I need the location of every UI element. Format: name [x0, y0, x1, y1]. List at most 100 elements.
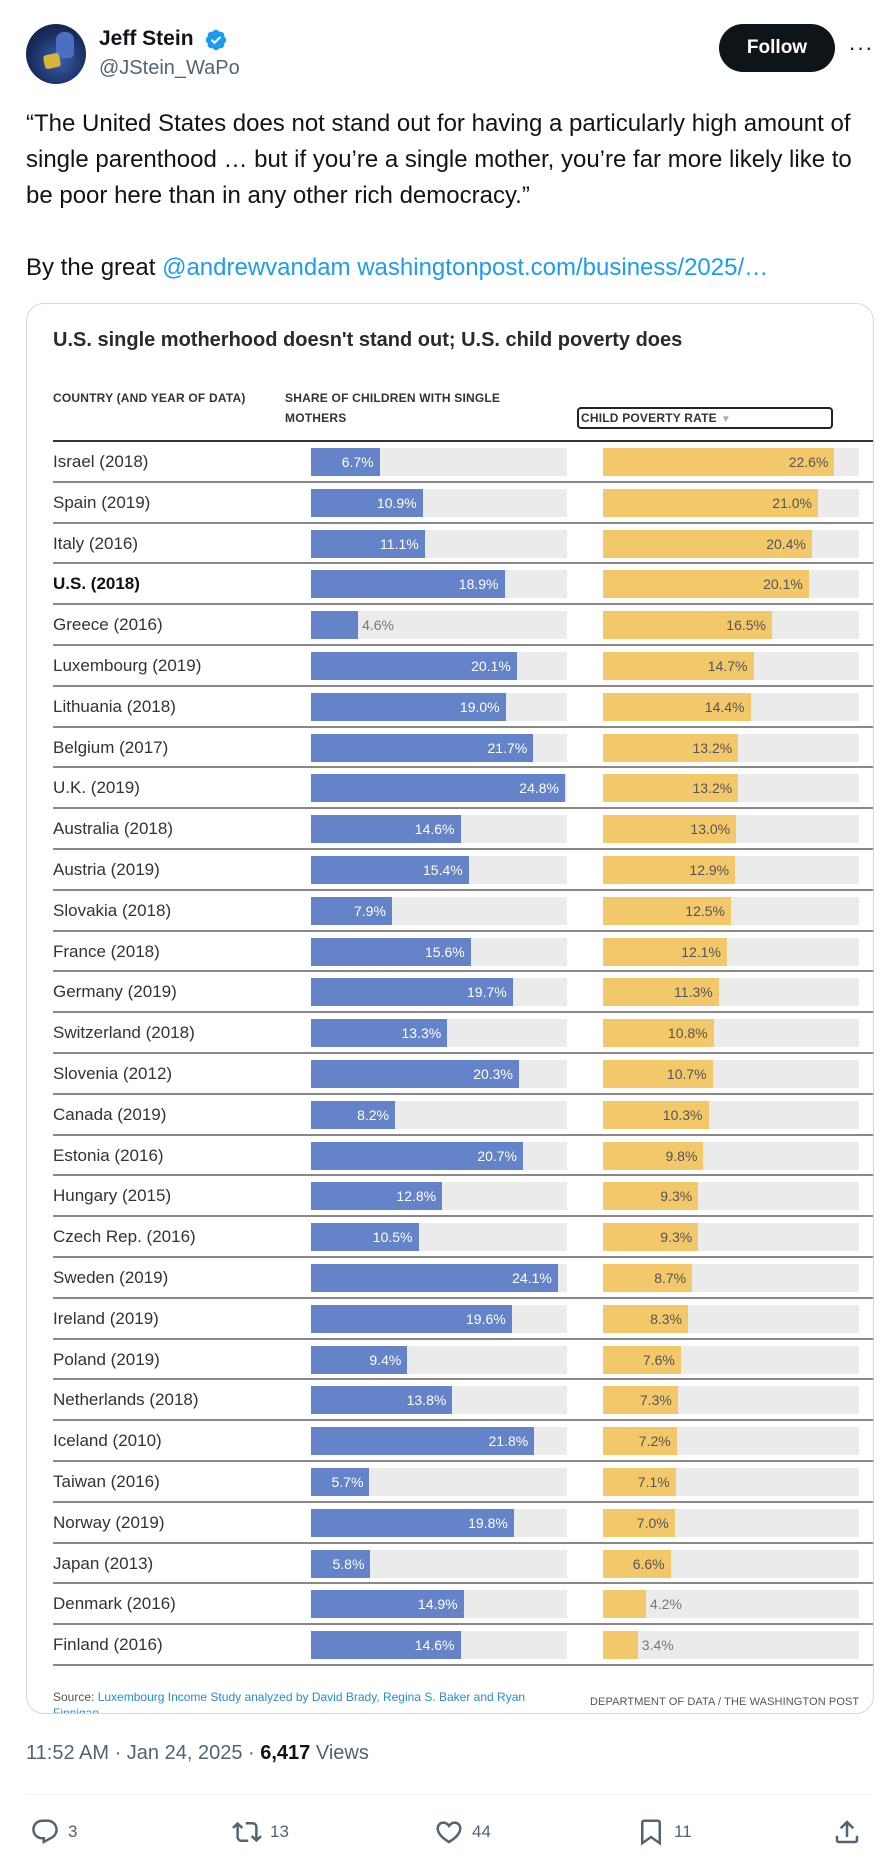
bookmark-button[interactable]: 11 [636, 1812, 692, 1852]
child-poverty-track: 10.7% [603, 1060, 859, 1088]
table-row[interactable]: Hungary (2015) 12.8% 9.3% [53, 1176, 873, 1218]
single-mothers-value: 14.6% [414, 1637, 455, 1654]
single-mothers-value: 19.6% [466, 1310, 506, 1327]
table-row[interactable]: Ireland (2019) 19.6% 8.3% [53, 1299, 873, 1340]
child-poverty-value: 21.0% [772, 494, 812, 511]
child-poverty-track: 3.4% [603, 1631, 859, 1660]
child-poverty-value: 9.3% [660, 1229, 693, 1246]
table-row[interactable]: Denmark (2016) 14.9% 4.2% [53, 1584, 873, 1626]
single-mothers-track: 8.2% [311, 1100, 567, 1129]
table-row[interactable]: Taiwan (2016) 5.7% 7.1% [53, 1462, 873, 1503]
table-row[interactable]: Belgium (2017) 21.7% 13.2% [53, 728, 873, 769]
table-row[interactable]: Norway (2019) 19.8% 7.0% [53, 1503, 873, 1544]
table-row[interactable]: Poland (2019) 9.4% 7.6% [53, 1340, 873, 1381]
single-mothers-value: 14.6% [414, 821, 455, 838]
share-button[interactable] [832, 1812, 862, 1852]
single-mothers-track: 14.9% [311, 1590, 567, 1619]
single-mothers-value: 20.3% [473, 1066, 513, 1082]
table-row[interactable]: U.K. (2019) 24.8% 13.2% [53, 768, 873, 810]
child-poverty-track: 21.0% [603, 488, 859, 517]
avatar[interactable] [26, 24, 86, 84]
child-poverty-track: 4.2% [603, 1590, 859, 1619]
repost-button[interactable]: 13 [232, 1812, 289, 1852]
country-label: Spain (2019) [53, 492, 151, 512]
child-poverty-value: 12.1% [681, 943, 721, 960]
child-poverty-bar [603, 774, 739, 803]
child-poverty-track: 12.9% [603, 856, 859, 884]
author-handle[interactable]: @JStein_WaPo [99, 57, 240, 79]
table-row[interactable]: Iceland (2010) 21.8% 7.2% [53, 1421, 873, 1462]
table-row[interactable]: U.S. (2018) 18.9% 20.1% [53, 564, 873, 606]
child-poverty-value: 8.3% [650, 1310, 682, 1327]
single-mothers-track: 13.8% [311, 1386, 567, 1415]
table-row[interactable]: Finland (2016) 14.6% 3.4% [53, 1625, 873, 1666]
country-label: Italy (2016) [53, 533, 139, 553]
table-row[interactable]: Switzerland (2018) 13.3% 10.8% [53, 1013, 873, 1054]
child-poverty-bar [603, 1386, 678, 1415]
author-name[interactable]: Jeff Stein [99, 27, 194, 50]
single-mothers-value: 8.2% [357, 1106, 389, 1123]
table-row[interactable]: Greece (2016) 4.6% 16.5% [53, 605, 873, 646]
child-poverty-track: 7.0% [603, 1508, 859, 1537]
child-poverty-value: 6.6% [632, 1555, 665, 1572]
child-poverty-bar [603, 652, 754, 680]
child-poverty-bar [603, 1182, 699, 1211]
single-mothers-bar [311, 856, 469, 884]
table-row[interactable]: Lithuania (2018) 19.0% 14.4% [53, 687, 873, 728]
child-poverty-bar [603, 1264, 693, 1292]
table-row[interactable]: Luxembourg (2019) 20.1% 14.7% [53, 646, 873, 687]
single-mothers-bar [311, 1019, 448, 1048]
single-mothers-track: 15.4% [311, 856, 567, 884]
column-header-country: COUNTRY (AND YEAR OF DATA) [53, 391, 246, 405]
source-link[interactable]: Luxembourg Income Study analyzed by Davi… [53, 1690, 526, 1714]
follow-button[interactable]: Follow [719, 24, 835, 72]
like-button[interactable]: 44 [434, 1812, 491, 1852]
table-row[interactable]: Japan (2013) 5.8% 6.6% [53, 1544, 873, 1585]
column-header-child-poverty[interactable]: CHILD POVERTY RATE ▼ [577, 407, 833, 429]
byline: By the great @andrewvandam washingtonpos… [26, 250, 866, 286]
divider [26, 1794, 871, 1795]
country-label: Hungary (2015) [53, 1186, 172, 1206]
timestamp[interactable]: 11:52 AM · Jan 24, 2025 · [26, 1742, 261, 1764]
child-poverty-value: 7.2% [638, 1433, 671, 1450]
table-row[interactable]: Sweden (2019) 24.1% 8.7% [53, 1258, 873, 1299]
table-row[interactable]: Slovenia (2012) 20.3% 10.7% [53, 1054, 873, 1095]
article-link[interactable]: washingtonpost.com/business/2025/… [357, 254, 769, 281]
single-mothers-value: 21.8% [488, 1433, 529, 1450]
single-mothers-bar [311, 896, 392, 925]
single-mothers-track: 20.7% [311, 1141, 567, 1170]
table-row[interactable]: Australia (2018) 14.6% 13.0% [53, 809, 873, 850]
table-row[interactable]: France (2018) 15.6% 12.1% [53, 932, 873, 973]
child-poverty-track: 14.4% [603, 692, 859, 721]
table-row[interactable]: Italy (2016) 11.1% 20.4% [53, 524, 873, 565]
table-row[interactable]: Israel (2018) 6.7% 22.6% [53, 442, 873, 483]
child-poverty-value: 10.7% [666, 1066, 707, 1082]
table-row[interactable]: Netherlands (2018) 13.8% 7.3% [53, 1380, 873, 1422]
source-note: Source: Luxembourg Income Study analyzed… [53, 1689, 573, 1714]
reply-button[interactable]: 3 [30, 1812, 77, 1852]
more-options-icon[interactable]: ··· [848, 35, 874, 60]
table-row[interactable]: Canada (2019) 8.2% 10.3% [53, 1095, 873, 1136]
table-row[interactable]: Estonia (2016) 20.7% 9.8% [53, 1136, 873, 1177]
child-poverty-bar [603, 1345, 681, 1374]
table-row[interactable]: Germany (2019) 19.7% 11.3% [53, 972, 873, 1014]
table-row[interactable]: Czech Rep. (2016) 10.5% 9.3% [53, 1217, 873, 1258]
table-row[interactable]: Austria (2019) 15.4% 12.9% [53, 850, 873, 891]
country-label: Canada (2019) [53, 1104, 167, 1124]
single-mothers-value: 19.7% [467, 984, 507, 1001]
single-mothers-value: 18.9% [458, 576, 499, 593]
mention-link[interactable]: @andrewvandam [162, 254, 351, 281]
single-mothers-bar [311, 1304, 512, 1333]
chart-card[interactable]: U.S. single motherhood doesn't stand out… [26, 303, 874, 1714]
child-poverty-value: 14.7% [707, 658, 748, 674]
single-mothers-bar [311, 692, 506, 721]
column-header-child-poverty-label: CHILD POVERTY RATE [581, 411, 717, 425]
tweet-meta: 11:52 AM · Jan 24, 2025 · 6,417 Views [26, 1742, 369, 1765]
table-row[interactable]: Slovakia (2018) 7.9% 12.5% [53, 891, 873, 932]
child-poverty-value: 7.6% [642, 1351, 675, 1368]
single-mothers-track: 21.7% [311, 733, 567, 762]
table-row[interactable]: Spain (2019) 10.9% 21.0% [53, 483, 873, 524]
single-mothers-track: 10.5% [311, 1223, 567, 1252]
child-poverty-value: 7.0% [636, 1514, 669, 1531]
bookmark-icon [641, 1819, 661, 1846]
